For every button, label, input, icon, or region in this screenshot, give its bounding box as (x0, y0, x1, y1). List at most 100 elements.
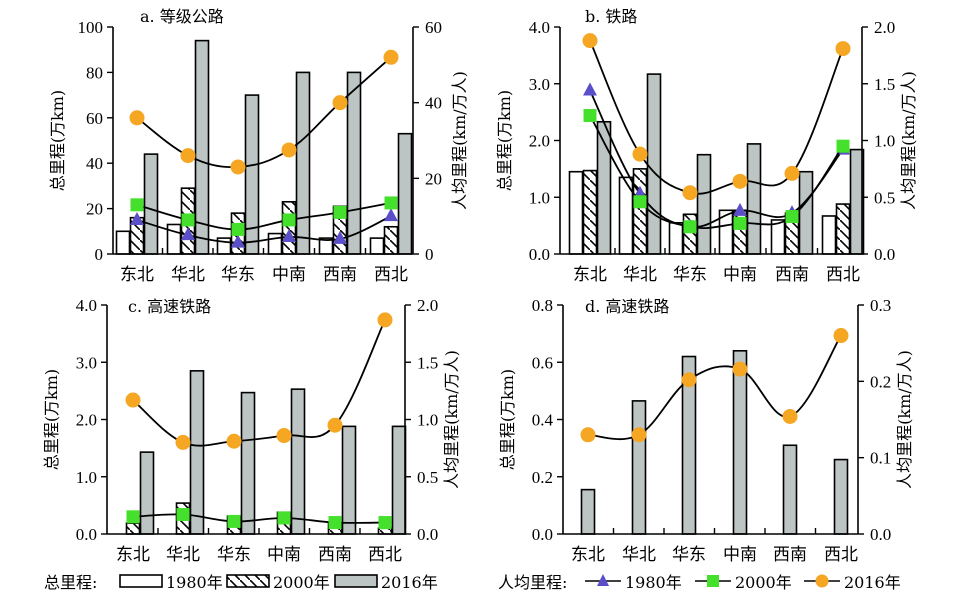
marker-2016-华北 (632, 146, 648, 162)
marker-2016-华北 (180, 148, 196, 164)
y-tick-label-right: 0.5 (417, 468, 438, 487)
bar-2016-东北 (580, 488, 596, 535)
bar-2016-西北 (391, 425, 407, 535)
marker-2000-华东 (227, 514, 241, 528)
bar-2016-西南 (346, 71, 362, 255)
y-tick-label-left: 20 (86, 200, 103, 219)
y-tick-label-left: 80 (86, 63, 103, 82)
y-tick-label-right: 1.5 (417, 353, 438, 372)
marker-2016-华东 (682, 185, 698, 201)
marker-2016-华东 (681, 372, 697, 388)
chart-panel-a: 0 20 40 60 80 100 0 20 40 60 东北 华北 华东 中南 西南 西北 a. 等级公路总里… (48, 7, 469, 285)
marker-2016-华北 (631, 427, 647, 443)
y-tick-label-left: 3.0 (76, 353, 97, 372)
x-tick-label: 西北 (824, 545, 858, 565)
marker-2000-东北 (130, 198, 144, 212)
y-tick-label-right: 40 (425, 94, 442, 113)
legend-percap-label: 人均里程: (498, 573, 567, 592)
bar-1980-东北 (115, 230, 131, 255)
marker-2000-中南 (277, 511, 291, 525)
x-tick-label: 华北 (622, 545, 656, 565)
bar-2016-华东 (240, 391, 256, 535)
marker-2000-华北 (176, 508, 190, 522)
marker-2000-中南 (733, 216, 747, 230)
marker-2016-西北 (383, 49, 399, 65)
legend-swatch-bar-2000 (226, 574, 270, 588)
line-2000 (589, 115, 844, 230)
bar-2016-西南 (782, 444, 798, 535)
legend-item-line-2016: 2016年 (844, 573, 901, 592)
chart-title: c. 高速铁路 (128, 297, 211, 316)
marker-2016-中南 (732, 173, 748, 189)
bar-2016-西南 (341, 425, 357, 535)
y-tick-label-left: 40 (86, 154, 103, 173)
y-tick-label-right: 1.0 (417, 411, 438, 430)
bar-2016-中南 (746, 143, 762, 255)
marker-2016-西南 (782, 408, 798, 424)
legend-marker-circle (815, 574, 829, 588)
bar-2016-华北 (189, 370, 205, 535)
y-axis-label-left: 总里程(万km) (495, 90, 514, 191)
marker-2000-华东 (683, 220, 697, 234)
marker-2000-华北 (633, 195, 647, 209)
legend-swatch-bar-1980 (119, 574, 163, 588)
bar-2016-华北 (646, 73, 662, 255)
y-axis-label-right: 人均里程(km/万人) (899, 71, 918, 210)
marker-1980-西北 (384, 208, 398, 222)
marker-2016-中南 (732, 361, 748, 377)
x-tick-label: 西南 (323, 265, 357, 285)
y-tick-label-right: 0.3 (870, 296, 891, 315)
legend-item-bar-2016: 2016年 (381, 573, 438, 592)
y-tick-label-right: 2.0 (874, 18, 895, 37)
y-tick-label-right: 1.0 (874, 132, 895, 151)
marker-2016-西北 (377, 312, 393, 328)
x-tick-label: 东北 (116, 545, 150, 565)
y-tick-label-left: 4.0 (529, 18, 550, 37)
bar-2016-西北 (833, 458, 849, 535)
marker-2016-西南 (327, 417, 343, 433)
x-tick-label: 西北 (826, 265, 860, 285)
legend-item-bar-2000: 2000年 (273, 573, 330, 592)
legend: 总里程: 1980年 2000年 2016年 人均里程: 1980年 2000年 2016年 (44, 573, 901, 592)
bar-1980-华北 (166, 223, 182, 255)
chart-panel-c: 0.0 1.0 2.0 3.0 4.0 0.0 0.5 1.0 1.5 2.0 东北 华北 华东 中南 西南… (42, 296, 461, 565)
marker-2000-西南 (785, 210, 799, 224)
bar-2000-华北 (632, 168, 648, 255)
y-tick-label-right: 0.0 (417, 525, 438, 544)
chart-title: b. 铁路 (585, 7, 637, 26)
x-tick-label: 华北 (623, 265, 657, 285)
marker-1980-华北 (181, 227, 195, 241)
bar-2016-华东 (696, 153, 712, 255)
y-tick-label-left: 0.4 (532, 411, 554, 430)
x-tick-label: 华北 (166, 545, 200, 565)
x-tick-label: 中南 (723, 265, 757, 285)
y-axis-label-left: 总里程(万km) (48, 90, 67, 191)
bar-2016-华北 (631, 400, 647, 535)
y-tick-label-left: 60 (86, 109, 103, 128)
marker-1980-东北 (583, 82, 597, 96)
y-tick-label-left: 1.0 (529, 188, 550, 207)
line-2016 (587, 335, 842, 441)
y-tick-label-right: 0.1 (870, 449, 891, 468)
y-tick-label-left: 4.0 (76, 296, 97, 315)
marker-2000-东北 (583, 109, 597, 123)
marker-2016-东北 (582, 33, 598, 49)
legend-marker-triangle (597, 574, 609, 586)
legend-swatch-bar-2016 (334, 574, 378, 588)
x-tick-label: 华东 (217, 545, 251, 565)
y-tick-label-left: 1.0 (76, 468, 97, 487)
y-tick-label-right: 60 (425, 18, 442, 37)
bar-2000-西北 (383, 225, 399, 255)
marker-2016-西南 (332, 95, 348, 111)
bar-2016-东北 (143, 153, 159, 255)
x-tick-label: 华东 (672, 545, 706, 565)
marker-2000-西北 (384, 196, 398, 210)
marker-2000-西南 (328, 516, 342, 530)
y-tick-label-right: 0.0 (870, 525, 891, 544)
x-tick-label: 中南 (723, 545, 757, 565)
y-axis-label-right: 人均里程(km/万人) (442, 350, 461, 489)
x-tick-label: 华北 (171, 265, 205, 285)
bar-1980-中南 (267, 232, 283, 255)
x-tick-label: 中南 (272, 265, 306, 285)
